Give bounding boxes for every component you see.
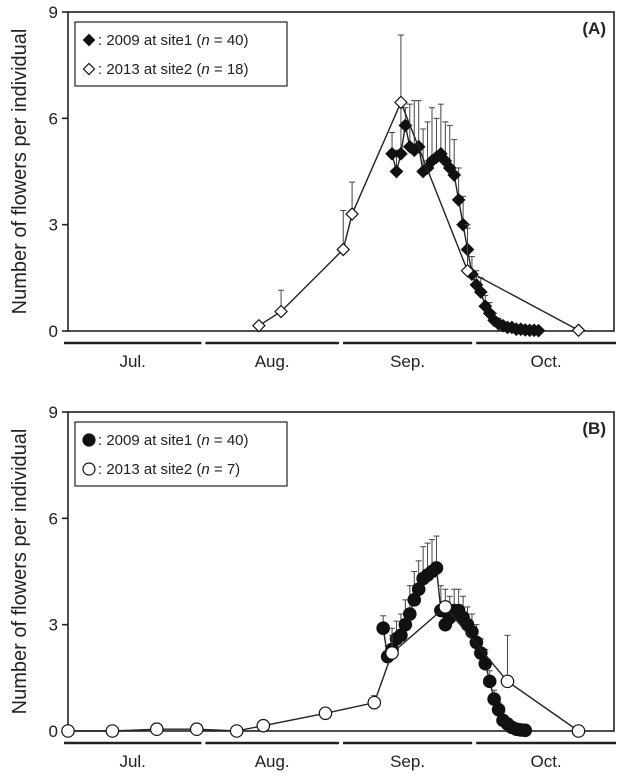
data-point <box>274 304 288 319</box>
data-point <box>438 600 453 614</box>
panel-b: 0 3 6 9 Number of flowers per individual (B) J… <box>9 403 616 771</box>
y-tick-label: 3 <box>49 616 58 635</box>
data-point <box>473 285 488 299</box>
y-tick-label: 6 <box>49 509 58 528</box>
y-axis-label: Number of flowers per individual <box>9 429 31 715</box>
series-1 <box>376 535 533 738</box>
series-line <box>68 605 579 732</box>
month-label: Jul. <box>119 752 145 771</box>
data-point <box>149 722 164 737</box>
y-axis-label: Number of flowers per individual <box>9 29 31 315</box>
y-tick-label: 9 <box>49 403 58 422</box>
y-tick-label: 0 <box>49 722 58 741</box>
data-point <box>367 695 382 710</box>
legend-marker <box>82 462 96 476</box>
legend-marker <box>82 33 96 47</box>
legend: : 2009 at site1 (n = 40) : 2013 at site2 … <box>74 421 288 487</box>
month-label: Sep. <box>390 352 425 371</box>
legend-entry: : 2013 at site2 (n = 7) <box>98 461 240 478</box>
data-point <box>336 242 351 257</box>
legend-marker <box>82 62 96 76</box>
data-point <box>571 724 586 738</box>
y-tick-label: 6 <box>49 109 58 128</box>
plot-frame <box>67 411 615 732</box>
data-point <box>531 323 546 338</box>
data-point <box>403 607 417 621</box>
y-tick-label: 0 <box>49 322 58 341</box>
legend: : 2009 at site1 (n = 40) : 2013 at site2 … <box>74 21 288 87</box>
legend-marker <box>82 433 96 447</box>
data-point <box>571 323 586 338</box>
data-point <box>460 263 475 278</box>
y-tick-label: 3 <box>49 216 58 235</box>
legend-box <box>74 421 288 487</box>
data-point <box>451 193 466 207</box>
series-2 <box>252 34 586 338</box>
data-point <box>394 95 408 110</box>
legend-entry: : 2009 at site1 (n = 40) <box>98 32 249 49</box>
data-point <box>318 706 333 721</box>
month-label: Oct. <box>530 752 561 771</box>
data-point <box>518 723 533 738</box>
legend-entry: : 2013 at site2 (n = 18) <box>98 61 249 78</box>
data-point <box>252 318 266 333</box>
panel-a: 0 3 6 9 Number of flowers per individual (A) J… <box>9 3 616 371</box>
data-point <box>500 674 515 689</box>
data-point <box>105 724 120 738</box>
legend-box <box>74 21 288 87</box>
data-point <box>189 722 204 737</box>
data-point <box>229 724 244 738</box>
plot-frame <box>67 11 615 332</box>
data-point <box>385 146 399 161</box>
data-point <box>447 168 462 182</box>
month-label: Aug. <box>255 752 290 771</box>
month-label: Sep. <box>390 752 425 771</box>
data-point <box>61 724 75 738</box>
data-point <box>256 718 271 733</box>
data-point <box>376 621 390 636</box>
data-point <box>394 146 408 161</box>
month-label: Aug. <box>255 352 290 371</box>
panel-label: (B) <box>582 419 606 438</box>
data-point <box>385 646 399 660</box>
data-point <box>482 674 497 689</box>
panel-label: (A) <box>582 19 606 38</box>
month-label: Oct. <box>530 352 561 371</box>
data-point <box>389 164 404 179</box>
data-point <box>345 207 359 221</box>
series-2 <box>61 588 586 738</box>
series-1 <box>385 100 546 338</box>
y-tick-label: 9 <box>49 3 58 22</box>
month-label: Jul. <box>119 352 145 371</box>
data-point <box>478 656 493 671</box>
data-point <box>429 561 444 575</box>
data-point <box>456 217 470 232</box>
legend-entry: : 2009 at site1 (n = 40) <box>98 432 249 449</box>
